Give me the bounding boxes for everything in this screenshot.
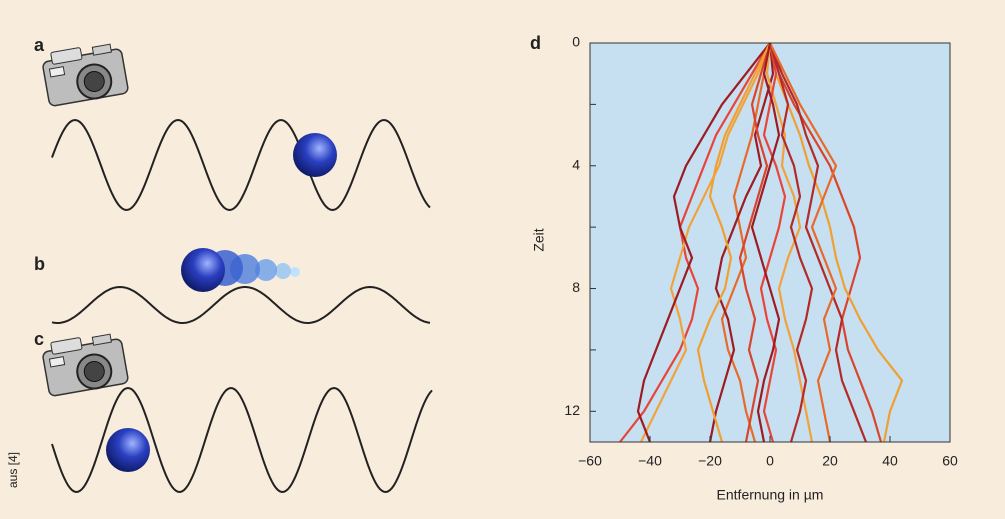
panel-label: c [34,329,44,349]
camera-icon [39,39,130,108]
trajectory [696,42,771,443]
atom-ball [106,428,150,472]
x-tick-label: −40 [638,453,662,469]
y-tick-label: 0 [572,34,580,50]
x-tick-label: −60 [578,453,602,469]
panel-label: d [530,33,541,53]
y-tick-label: 8 [572,279,580,295]
credit: aus [4] [6,452,20,488]
y-axis-label: Zeit [531,228,547,251]
atom-ball [181,248,225,292]
atom-ball-ghost [275,263,291,279]
y-tick-label: 4 [572,156,580,172]
trajectory [768,42,904,443]
y-tick-label: 12 [564,402,580,418]
trajectory [640,42,772,443]
x-tick-label: 20 [822,453,838,469]
potential-wave [51,386,433,494]
trajectory [768,42,814,443]
trajectory [738,42,772,443]
potential-wave [51,285,431,325]
panel-label: b [34,254,45,274]
x-tick-label: 0 [766,453,774,469]
trajectory [636,42,771,443]
trajectory [765,42,814,443]
x-tick-label: 60 [942,453,958,469]
x-axis-label: Entfernung in µm [717,487,824,503]
trajectory [619,42,771,443]
x-tick-label: 40 [882,453,898,469]
trajectory [769,42,838,443]
atom-ball-ghost [255,259,277,281]
camera-icon [39,329,130,398]
trajectory [750,42,781,443]
trajectory [720,42,772,443]
x-tick-label: −20 [698,453,722,469]
atom-ball [293,133,337,177]
potential-wave [51,118,431,212]
trajectory [768,42,883,443]
atom-ball-ghost [290,267,300,277]
trajectory [759,42,787,443]
trajectory [708,42,775,443]
panel-label: a [34,35,45,55]
trajectory [768,42,868,443]
